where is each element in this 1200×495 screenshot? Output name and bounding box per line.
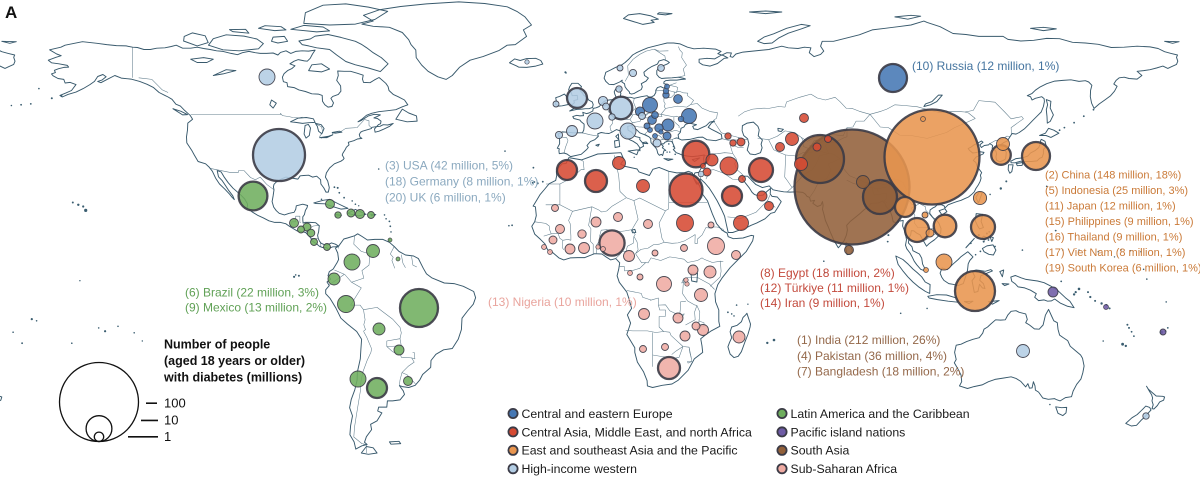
svg-text:100: 100 — [164, 396, 186, 411]
svg-text:1: 1 — [164, 429, 171, 444]
svg-text:(11) Japan (12 million, 1%): (11) Japan (12 million, 1%) — [1045, 201, 1176, 213]
svg-text:(2) China (148 million, 18%): (2) China (148 million, 18%) — [1045, 170, 1181, 182]
svg-text:(10) Russia (12 million, 1%): (10) Russia (12 million, 1%) — [912, 59, 1059, 73]
svg-text:Latin America and the Caribbea: Latin America and the Caribbean — [791, 407, 970, 421]
svg-text:(20) UK (6 million, 1%): (20) UK (6 million, 1%) — [385, 191, 506, 205]
svg-text:(7) Bangladesh (18 million, 2%: (7) Bangladesh (18 million, 2%) — [797, 365, 964, 379]
svg-text:Central Asia, Middle East, and: Central Asia, Middle East, and north Afr… — [522, 425, 753, 439]
svg-text:10: 10 — [164, 413, 178, 428]
svg-text:High-income western: High-income western — [522, 462, 638, 476]
svg-text:(16) Thailand (9 million, 1%): (16) Thailand (9 million, 1%) — [1045, 232, 1182, 244]
svg-text:(13) Nigeria (10 million, 1%): (13) Nigeria (10 million, 1%) — [488, 295, 637, 309]
svg-text:(6) Brazil (22 million, 3%): (6) Brazil (22 million, 3%) — [185, 286, 319, 300]
svg-text:(3) USA (42 million, 5%): (3) USA (42 million, 5%) — [385, 159, 513, 173]
svg-text:(19) South Korea (6 million, 1: (19) South Korea (6 million, 1%) — [1045, 263, 1200, 275]
svg-text:(4) Pakistan (36 million, 4%): (4) Pakistan (36 million, 4%) — [797, 349, 947, 363]
svg-text:Pacific island nations: Pacific island nations — [791, 425, 906, 439]
svg-text:East and southeast Asia and th: East and southeast Asia and the Pacific — [522, 444, 738, 458]
svg-text:(17) Viet Nam (8 million, 1%): (17) Viet Nam (8 million, 1%) — [1045, 247, 1185, 259]
svg-text:(5) Indonesia (25 million, 3%): (5) Indonesia (25 million, 3%) — [1045, 185, 1188, 197]
svg-text:A: A — [5, 3, 17, 22]
svg-text:(12) Türkiye (11 million, 1%): (12) Türkiye (11 million, 1%) — [760, 281, 909, 295]
svg-text:(8) Egypt (18 million, 2%): (8) Egypt (18 million, 2%) — [760, 266, 895, 280]
svg-text:(14) Iran (9 million, 1%): (14) Iran (9 million, 1%) — [760, 296, 885, 310]
svg-text:South Asia: South Asia — [791, 444, 850, 458]
svg-text:Number of people: Number of people — [164, 338, 270, 352]
svg-text:(15) Philippines (9 million, 1: (15) Philippines (9 million, 1%) — [1045, 216, 1194, 228]
svg-text:(aged 18 years or older): (aged 18 years or older) — [164, 354, 305, 368]
svg-text:with diabetes (millions): with diabetes (millions) — [163, 371, 302, 385]
svg-text:(1) India (212 million, 26%): (1) India (212 million, 26%) — [797, 333, 940, 347]
svg-text:(18) Germany (8 million, 1%): (18) Germany (8 million, 1%) — [385, 175, 538, 189]
svg-text:Central and eastern Europe: Central and eastern Europe — [522, 407, 673, 421]
svg-text:Sub-Saharan Africa: Sub-Saharan Africa — [791, 462, 898, 476]
svg-text:(9) Mexico (13 million, 2%): (9) Mexico (13 million, 2%) — [185, 301, 327, 315]
